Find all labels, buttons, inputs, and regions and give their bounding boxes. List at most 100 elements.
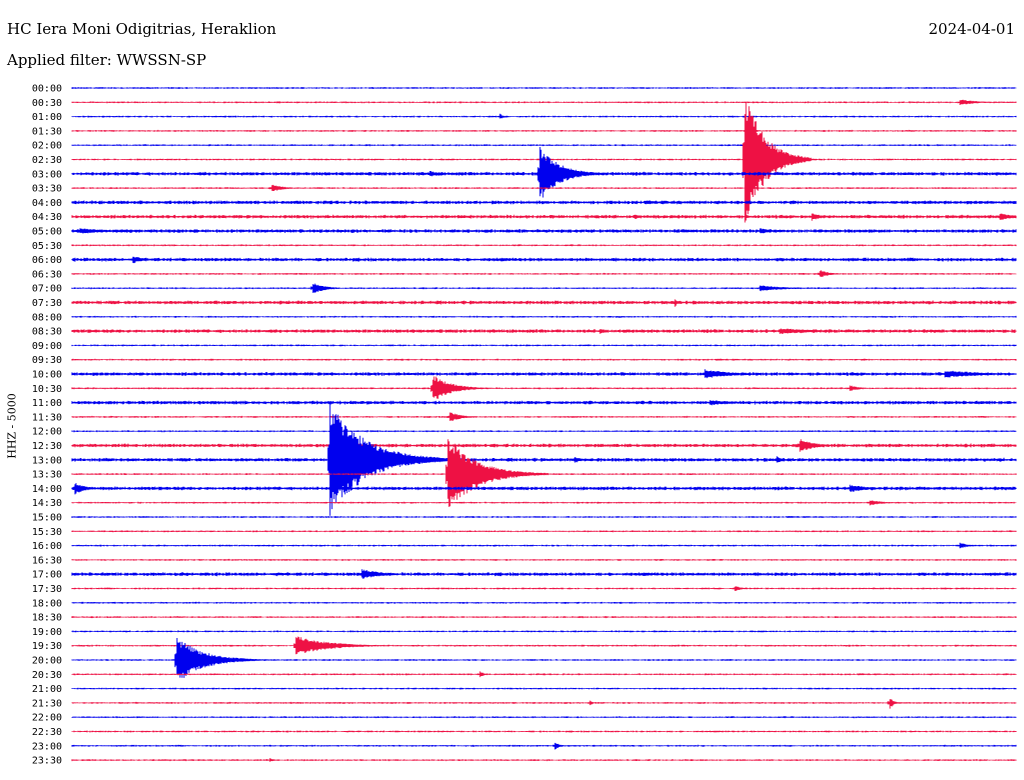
- trace-line-22:30: [71, 730, 1017, 733]
- trace-line-18:30: [71, 616, 1017, 619]
- trace-line-06:00: [71, 256, 1017, 264]
- trace-line-14:30: [71, 500, 1017, 506]
- trace-line-21:00: [71, 687, 1017, 690]
- row-time-label: 20:30: [32, 670, 62, 681]
- row-time-label: 10:00: [32, 370, 62, 381]
- row-time-label: 06:00: [32, 255, 62, 266]
- row-time-label: 01:30: [32, 126, 62, 137]
- trace-line-02:30: [71, 102, 1017, 223]
- row-time-label: 16:30: [32, 555, 62, 566]
- trace-line-03:30: [71, 184, 1017, 191]
- row-time-label: 07:00: [32, 284, 62, 295]
- row-time-label: 02:30: [32, 155, 62, 166]
- row-time-label: 11:30: [32, 412, 62, 423]
- row-time-label: 18:30: [32, 613, 62, 624]
- trace-line-17:00: [71, 569, 1017, 579]
- trace-line-06:30: [71, 270, 1017, 277]
- trace-line-19:30: [71, 636, 1017, 655]
- row-time-label: 14:00: [32, 484, 62, 495]
- row-time-label: 10:30: [32, 384, 62, 395]
- row-time-label: 00:00: [32, 84, 62, 95]
- trace-line-10:30: [71, 376, 1017, 399]
- trace-line-01:00: [71, 113, 1017, 119]
- row-time-label: 22:30: [32, 727, 62, 738]
- trace-line-01:30: [71, 129, 1017, 132]
- row-time-label: 01:00: [32, 112, 62, 123]
- trace-line-23:00: [71, 742, 1017, 750]
- trace-line-19:00: [71, 630, 1017, 633]
- trace-line-11:30: [71, 412, 1017, 421]
- row-time-label: 17:30: [32, 584, 62, 595]
- row-time-label: 19:30: [32, 641, 62, 652]
- row-time-label: 03:00: [32, 169, 62, 180]
- trace-line-12:00: [71, 430, 1017, 433]
- trace-line-08:30: [71, 328, 1017, 334]
- trace-line-20:30: [71, 671, 1017, 678]
- row-time-label: 07:30: [32, 298, 62, 309]
- trace-line-17:30: [71, 586, 1017, 591]
- row-time-label: 04:30: [32, 212, 62, 223]
- trace-line-16:30: [71, 558, 1017, 561]
- row-time-label: 22:00: [32, 713, 62, 724]
- row-time-label: 05:00: [32, 227, 62, 238]
- trace-line-16:00: [71, 542, 1017, 549]
- trace-line-07:00: [71, 283, 1017, 293]
- row-time-label: 00:30: [32, 98, 62, 109]
- trace-line-09:30: [71, 358, 1017, 361]
- trace-line-15:30: [71, 530, 1017, 533]
- row-time-label: 08:30: [32, 327, 62, 338]
- trace-line-23:30: [71, 758, 1017, 762]
- trace-line-21:30: [71, 699, 1017, 709]
- trace-line-08:00: [71, 315, 1017, 318]
- row-time-label: 11:00: [32, 398, 62, 409]
- row-time-label: 21:30: [32, 698, 62, 709]
- trace-line-15:00: [71, 516, 1017, 518]
- trace-line-22:00: [71, 716, 1017, 719]
- row-time-label: 13:30: [32, 470, 62, 481]
- trace-line-00:00: [71, 87, 1017, 89]
- row-time-label: 17:00: [32, 570, 62, 581]
- row-time-label: 21:00: [32, 684, 62, 695]
- row-time-label: 18:00: [32, 598, 62, 609]
- trace-line-03:00: [71, 147, 1017, 198]
- row-time-label: 02:00: [32, 141, 62, 152]
- trace-line-13:30: [71, 439, 1017, 507]
- row-time-label: 15:00: [32, 513, 62, 524]
- trace-line-10:00: [71, 369, 1017, 379]
- trace-line-18:00: [71, 601, 1017, 604]
- row-time-label: 16:00: [32, 541, 62, 552]
- row-time-label: 23:00: [32, 741, 62, 752]
- trace-line-09:00: [71, 344, 1017, 347]
- row-time-label: 14:30: [32, 498, 62, 509]
- trace-line-20:00: [71, 638, 1017, 678]
- trace-line-00:30: [71, 99, 1017, 105]
- row-time-label: 13:00: [32, 455, 62, 466]
- row-time-label: 06:30: [32, 269, 62, 280]
- seismic-traces: [71, 87, 1017, 762]
- station-title: HC Iera Moni Odigitrias, Heraklion: [7, 20, 277, 38]
- trace-line-07:30: [71, 299, 1017, 307]
- row-time-label: 12:00: [32, 427, 62, 438]
- row-time-label: 09:00: [32, 341, 62, 352]
- time-tick-labels: 00:00 00:30 01:00 01:30 02:00 02:30 03:00 03:30…: [32, 84, 62, 767]
- row-time-label: 03:30: [32, 184, 62, 195]
- trace-line-05:30: [71, 244, 1017, 247]
- row-time-label: 12:30: [32, 441, 62, 452]
- trace-line-05:00: [71, 228, 1017, 234]
- trace-line-02:00: [71, 144, 1017, 147]
- row-time-label: 15:30: [32, 527, 62, 538]
- trace-line-11:00: [71, 400, 1017, 406]
- filter-label: Applied filter: WWSSN-SP: [7, 51, 207, 69]
- row-time-label: 08:00: [32, 312, 62, 323]
- trace-line-04:30: [71, 213, 1017, 221]
- trace-line-04:00: [71, 200, 1017, 205]
- row-time-label: 09:30: [32, 355, 62, 366]
- row-time-label: 04:00: [32, 198, 62, 209]
- record-date: 2024-04-01: [928, 20, 1015, 38]
- trace-line-13:00: [71, 403, 1017, 516]
- trace-line-12:30: [71, 439, 1017, 452]
- trace-line-14:00: [71, 483, 1017, 495]
- row-time-label: 20:00: [32, 656, 62, 667]
- row-time-label: 23:30: [32, 756, 62, 767]
